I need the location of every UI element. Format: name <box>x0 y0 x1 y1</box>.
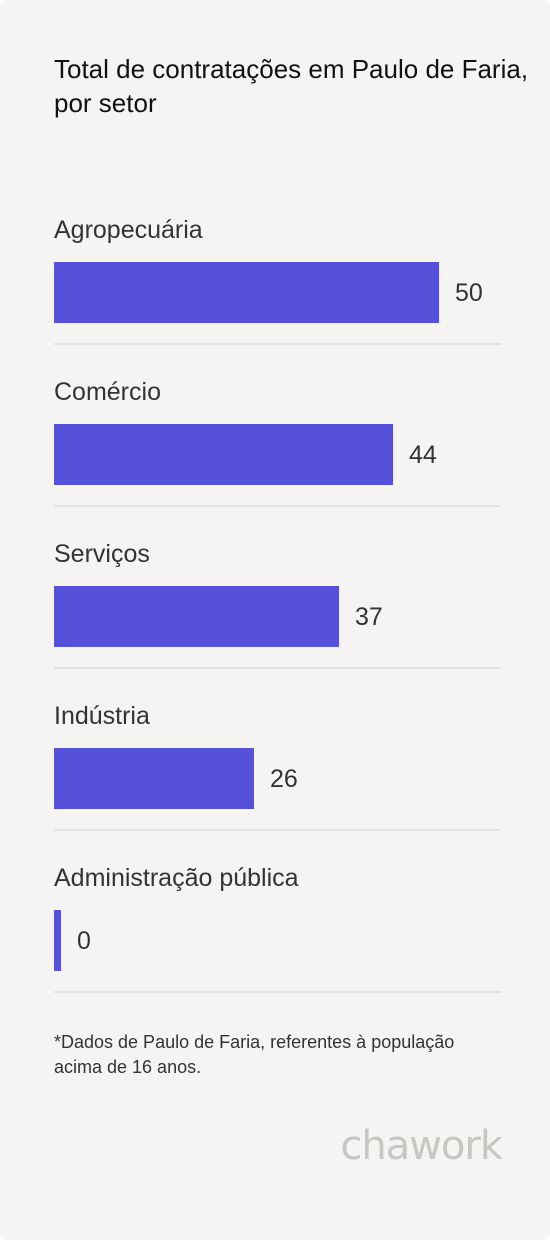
bar-chart: Agropecuária 50 Comércio 44 Serviços 37 Indúst… <box>54 210 501 1020</box>
row-divider <box>54 667 501 669</box>
category-label: Agropecuária <box>54 216 203 244</box>
category-label: Indústria <box>54 702 150 730</box>
bar <box>54 748 254 809</box>
category-label: Administração pública <box>54 864 299 892</box>
value-label: 44 <box>409 441 437 469</box>
value-label: 37 <box>355 603 383 631</box>
footnote: *Dados de Paulo de Faria, referentes à p… <box>54 1032 455 1077</box>
category-label: Serviços <box>54 540 150 568</box>
value-label: 50 <box>455 279 483 307</box>
bar <box>54 910 61 971</box>
bar <box>54 586 339 647</box>
bar-row: Agropecuária 50 <box>54 210 501 372</box>
row-divider <box>54 991 501 993</box>
chawork-logo: chawork <box>340 1123 503 1169</box>
row-divider <box>54 343 501 345</box>
value-label: 0 <box>77 927 91 955</box>
bar <box>54 424 393 485</box>
bar <box>54 262 439 323</box>
row-divider <box>54 505 501 507</box>
category-label: Comércio <box>54 378 161 406</box>
value-label: 26 <box>270 765 298 793</box>
chart-title: Total de contratações em Paulo de Faria,… <box>54 54 529 118</box>
bar-row: Indústria 26 <box>54 696 501 858</box>
row-divider <box>54 829 501 831</box>
bar-row: Comércio 44 <box>54 372 501 534</box>
bar-row: Serviços 37 <box>54 534 501 696</box>
bar-row: Administração pública 0 <box>54 858 501 1020</box>
